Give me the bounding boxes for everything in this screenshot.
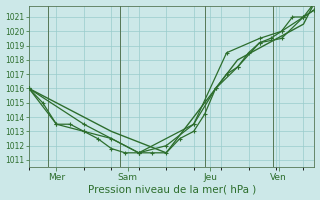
X-axis label: Pression niveau de la mer( hPa ): Pression niveau de la mer( hPa ) [88,184,256,194]
